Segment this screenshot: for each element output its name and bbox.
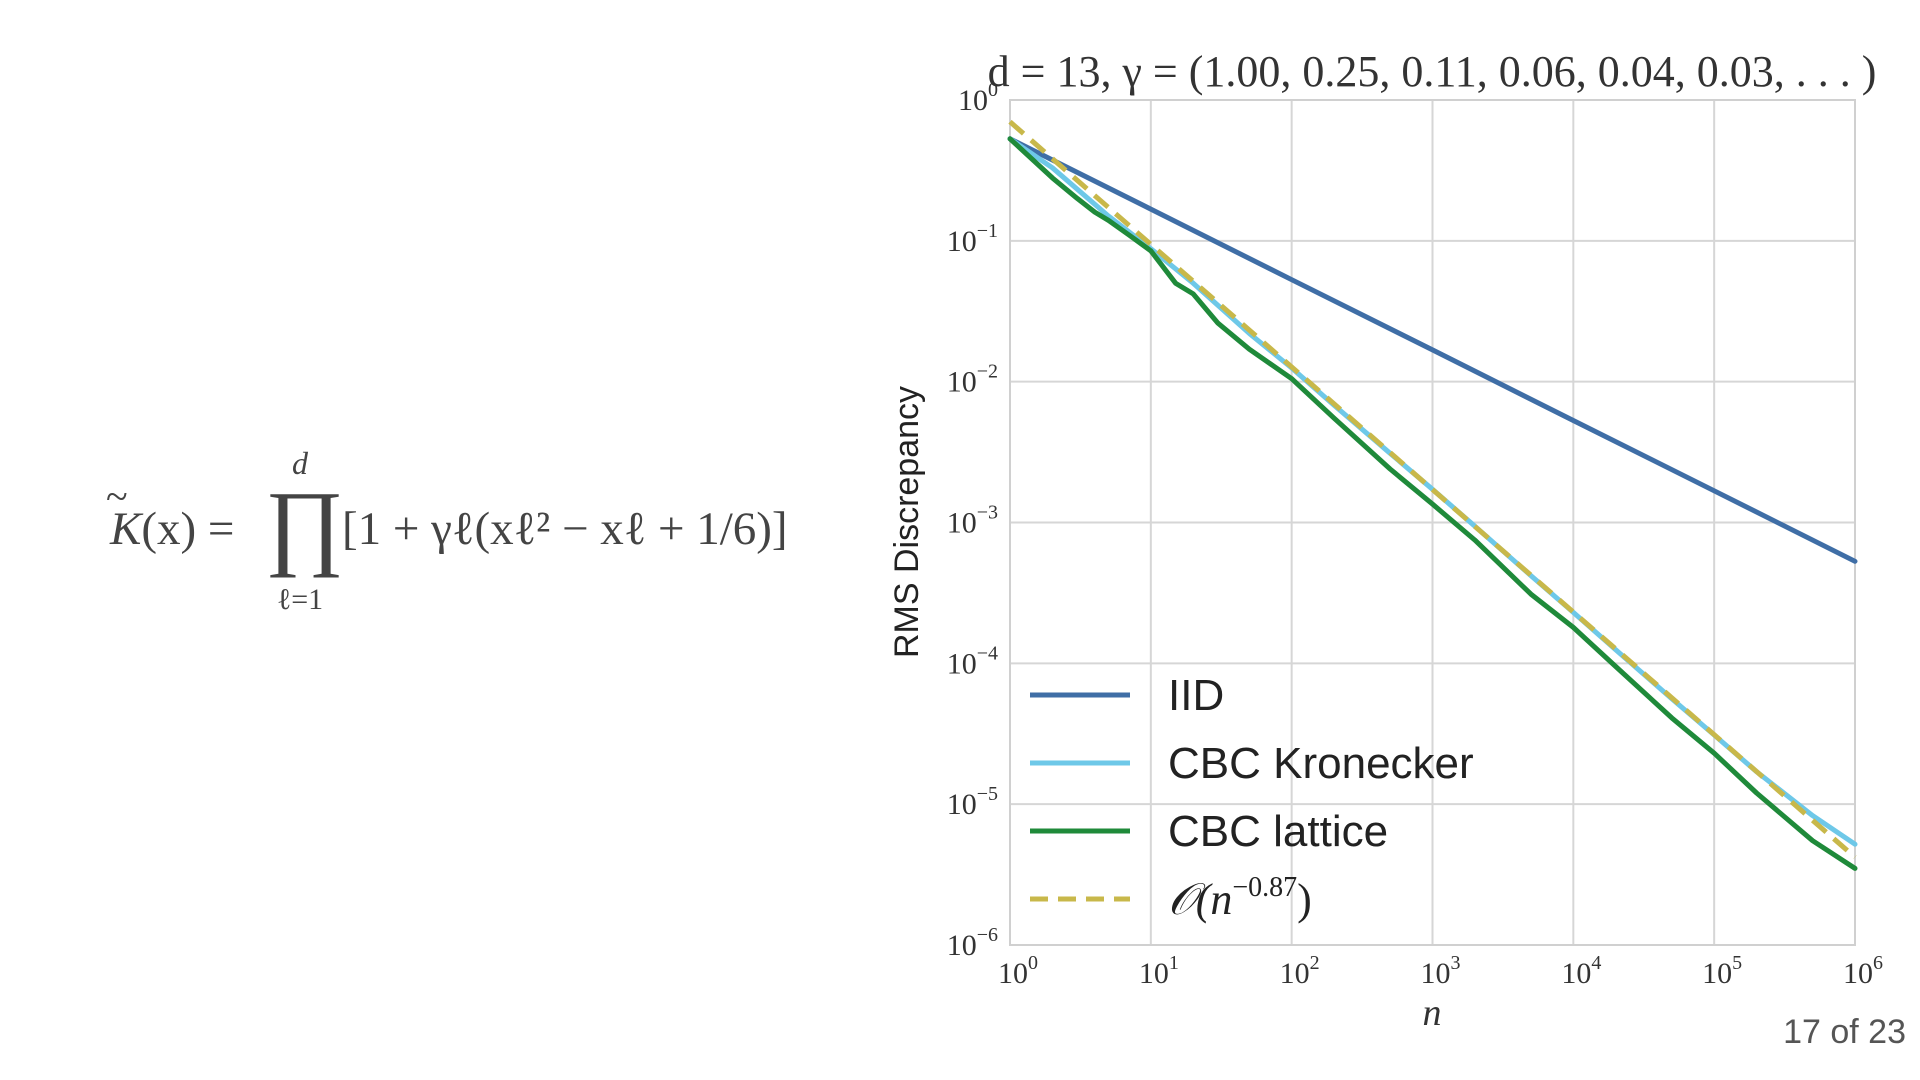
legend-label: IID — [1168, 671, 1224, 720]
y-tick-label: 10−1 — [947, 220, 998, 258]
series-line-cbc-lattice — [1007, 136, 1858, 871]
plot-frame — [1009, 99, 1856, 946]
x-axis-label: n — [1423, 992, 1442, 1034]
grid — [1009, 99, 1856, 946]
formula-product: d ∏ ℓ=1 — [265, 445, 345, 616]
x-tick-label: 103 — [1421, 952, 1461, 990]
y-tick-label: 10−5 — [947, 783, 998, 821]
legend-label: 𝒪(n−0.87) — [1168, 872, 1312, 924]
formula-rhs: [1 + γℓ(xℓ² − xℓ + 1/6)] — [342, 503, 788, 555]
series-lines — [1007, 119, 1858, 871]
page-number: 17 of 23 — [1783, 1013, 1906, 1051]
kernel-formula: ~ K(x) = d ∏ ℓ=1 [1 + γℓ(xℓ² − xℓ + 1/6)] — [106, 445, 810, 620]
y-tick-label: 10−2 — [947, 361, 998, 399]
y-axis-label: RMS Discrepancy — [888, 386, 926, 658]
series-line-cbc-kronecker — [1007, 136, 1858, 847]
series-line-o-n-0-87 — [1008, 119, 1857, 860]
x-tick-label: 101 — [1139, 952, 1179, 990]
x-tick-label: 104 — [1561, 952, 1601, 990]
legend-label: CBC lattice — [1168, 807, 1388, 856]
legend-label: CBC Kronecker — [1168, 739, 1474, 788]
series-line-iid — [1007, 136, 1858, 564]
x-tick-label: 105 — [1702, 952, 1742, 990]
y-tick-label: 10−4 — [947, 642, 998, 680]
formula-kernel-symbol: K — [110, 503, 142, 555]
chart-title: d = 13, γ = (1.00, 0.25, 0.11, 0.06, 0.0… — [988, 47, 1877, 96]
formula-product-lower: ℓ=1 — [276, 583, 324, 616]
formula-product-symbol: ∏ — [265, 471, 345, 578]
y-tick-label: 10−6 — [947, 924, 998, 962]
formula-product-upper: d — [292, 445, 308, 481]
y-tick-label: 100 — [958, 79, 998, 117]
x-tick-label: 100 — [998, 952, 1038, 990]
x-tick-label: 106 — [1843, 952, 1883, 990]
legend: IID CBC Kronecker CBC lattice 𝒪(n−0.87) — [1030, 671, 1474, 924]
y-tick-label: 10−3 — [947, 502, 998, 540]
x-tick-label: 102 — [1280, 952, 1320, 990]
formula-lhs-arg: (x) = — [141, 503, 235, 555]
tick-labels: 100 101 102 103 104 105 106 100 10−1 10−2 10−3 10−4… — [947, 79, 1883, 990]
formula-lhs: ~ K(x) = — [106, 474, 235, 555]
